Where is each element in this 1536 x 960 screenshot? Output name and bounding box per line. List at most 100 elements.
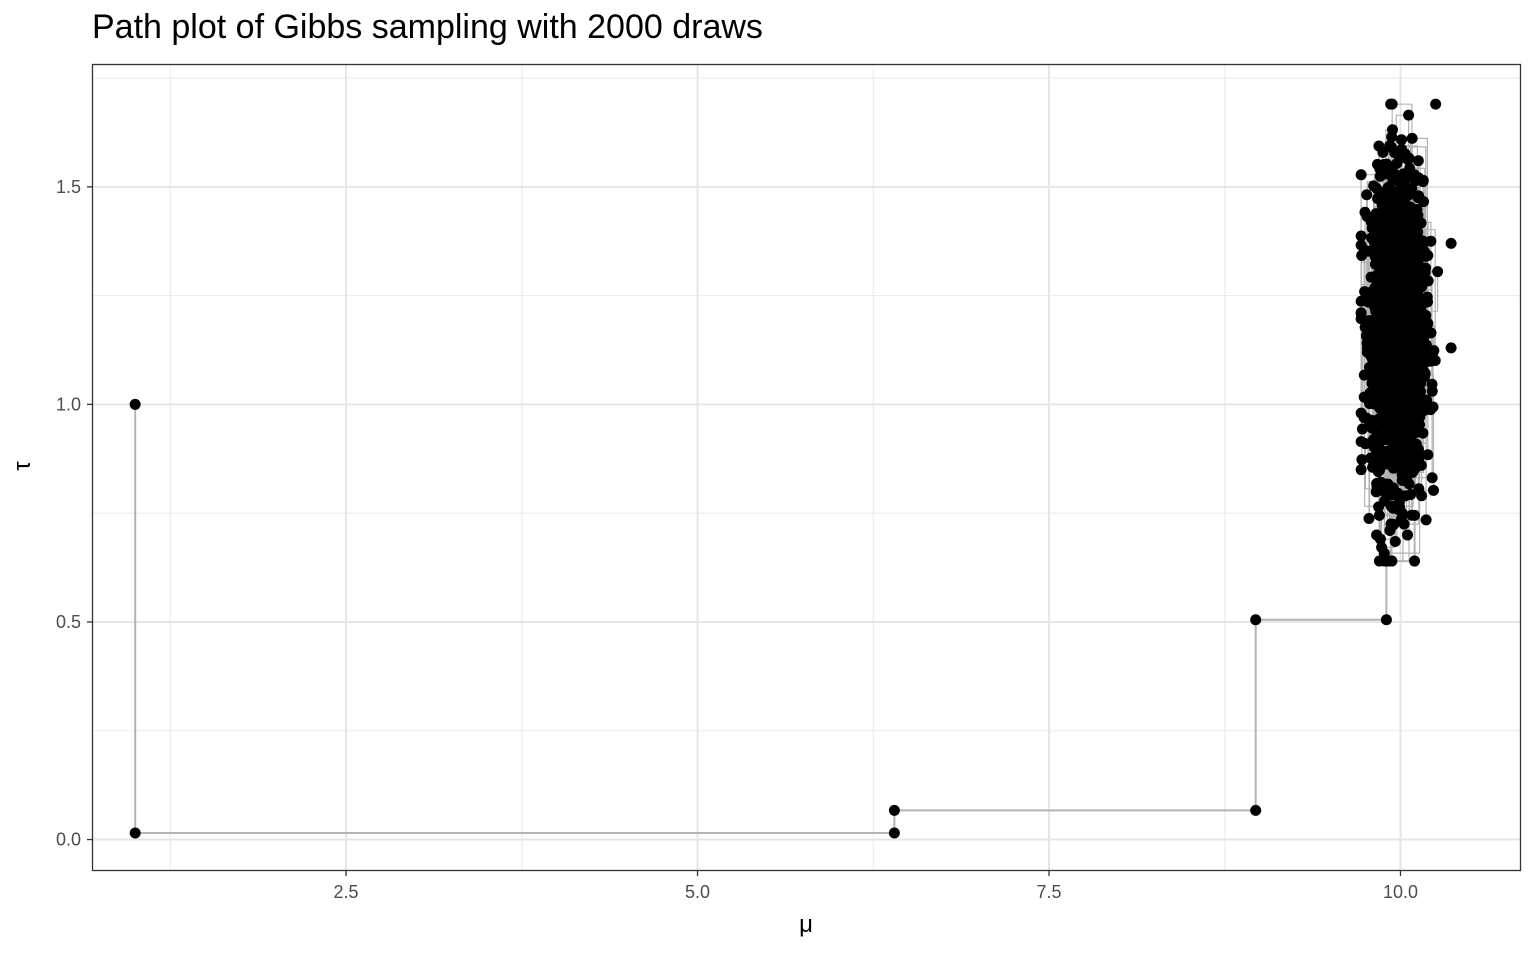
draw-point: [1379, 458, 1391, 470]
draw-point: [1382, 363, 1394, 375]
draw-point: [1388, 347, 1400, 359]
draw-point: [1414, 338, 1426, 350]
draw-point: [1355, 169, 1367, 181]
draw-point: [1372, 227, 1384, 239]
path-point: [129, 398, 141, 410]
draw-point: [1381, 246, 1393, 258]
draw-point: [1399, 187, 1411, 199]
draw-point: [1417, 176, 1429, 188]
y-tick-label: 0.5: [56, 612, 81, 632]
draw-point: [1426, 472, 1438, 484]
draw-point: [1358, 369, 1370, 381]
draw-point: [1366, 422, 1378, 434]
draw-point: [1397, 466, 1409, 478]
draw-point: [1396, 134, 1408, 146]
draw-point: [1406, 509, 1418, 521]
draw-point: [1380, 232, 1392, 244]
draw-point: [1406, 132, 1418, 144]
x-tick-label: 10.0: [1383, 882, 1418, 902]
draw-point: [1396, 254, 1408, 266]
draw-point: [1363, 512, 1375, 524]
draw-point: [1384, 377, 1396, 389]
draw-point: [1355, 230, 1367, 242]
y-tick-label: 1.5: [56, 177, 81, 197]
draw-point: [1395, 312, 1407, 324]
draw-point: [1385, 141, 1397, 153]
draw-point: [1408, 169, 1420, 181]
draw-point: [1400, 438, 1412, 450]
path-point: [1380, 614, 1392, 626]
draw-point: [1397, 272, 1409, 284]
draw-point: [1389, 229, 1401, 241]
draw-point: [1397, 168, 1409, 180]
draw-point: [1395, 513, 1407, 525]
draw-point: [1426, 385, 1438, 397]
path-point: [1409, 555, 1421, 567]
draw-point: [1361, 210, 1373, 222]
outlier-point: [1445, 342, 1457, 354]
grid-lines: [93, 65, 1520, 870]
draw-point: [1384, 446, 1396, 458]
draw-point: [1406, 392, 1418, 404]
x-tick-label: 2.5: [334, 882, 359, 902]
draw-point: [1419, 368, 1431, 380]
outlier-point: [1402, 529, 1414, 541]
draw-point: [1375, 447, 1387, 459]
draw-point: [1361, 189, 1373, 201]
draw-point: [1384, 524, 1396, 536]
y-axis-title: τ: [9, 461, 36, 471]
draw-point: [1389, 535, 1401, 547]
draw-point: [1378, 547, 1390, 559]
x-axis-title: μ: [799, 911, 813, 938]
draw-point: [1394, 240, 1406, 252]
draw-point: [1391, 454, 1403, 466]
path-point: [1250, 614, 1262, 626]
draw-point: [1402, 381, 1414, 393]
draw-point: [1418, 404, 1430, 416]
draw-point: [1377, 386, 1389, 398]
path-point: [129, 827, 141, 839]
draw-point: [1374, 163, 1386, 175]
draw-point: [1425, 327, 1437, 339]
draw-point: [1356, 423, 1368, 435]
draw-point: [1392, 383, 1404, 395]
draw-point: [1387, 435, 1399, 447]
draw-point: [1412, 155, 1424, 167]
draw-point: [1420, 310, 1432, 322]
draw-point: [1361, 337, 1373, 349]
outlier-point: [1371, 529, 1383, 541]
draw-point: [1356, 454, 1368, 466]
draw-point: [1380, 415, 1392, 427]
draw-point: [1388, 284, 1400, 296]
draw-point: [1368, 456, 1380, 468]
chart-title: Path plot of Gibbs sampling with 2000 dr…: [92, 8, 763, 46]
outlier-point: [1416, 490, 1428, 502]
burn-in-path: [134, 404, 1416, 834]
x-tick-label: 5.0: [685, 882, 710, 902]
draw-point: [1393, 407, 1405, 419]
draw-point: [1402, 302, 1414, 314]
draw-point: [1420, 514, 1432, 526]
draw-point: [1399, 212, 1411, 224]
draw-point: [1405, 489, 1417, 501]
axis-ticks: 2.5 5.0 7.5 10.0 0.0 0.5 1.0 1.5: [56, 177, 1418, 902]
x-tick-label: 7.5: [1037, 882, 1062, 902]
draw-point: [1393, 398, 1405, 410]
draw-point: [1368, 180, 1380, 192]
draw-point: [1427, 401, 1439, 413]
draw-point: [1382, 478, 1394, 490]
draw-point: [1432, 266, 1444, 278]
draw-point: [1373, 140, 1385, 152]
draw-point: [1369, 258, 1381, 270]
draw-point: [1386, 555, 1398, 567]
path-point: [888, 804, 900, 816]
y-tick-label: 1.0: [56, 394, 81, 414]
outlier-point: [1385, 98, 1397, 110]
draw-point: [1373, 501, 1385, 513]
draw-point: [1422, 249, 1434, 261]
draw-point: [1380, 297, 1392, 309]
draw-point: [1395, 202, 1407, 214]
draw-point: [1398, 358, 1410, 370]
panel-border: [91, 63, 1522, 872]
